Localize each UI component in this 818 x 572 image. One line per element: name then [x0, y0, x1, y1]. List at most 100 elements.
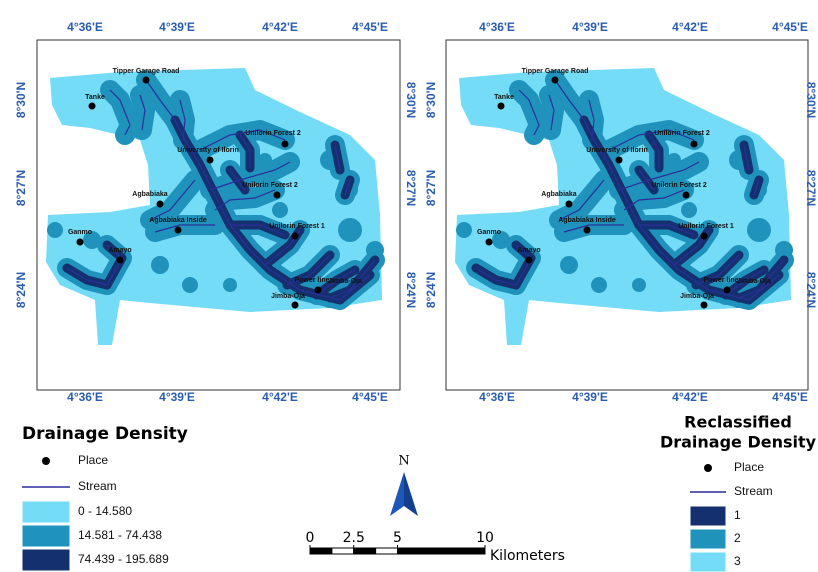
legend-label: 1 — [734, 508, 741, 522]
place-label: Tanke — [494, 94, 514, 101]
legend-swatch — [22, 549, 70, 571]
place-marker — [691, 141, 698, 148]
place-marker — [584, 227, 591, 234]
place-marker — [175, 227, 182, 234]
latitude-label: 8°27'N — [14, 170, 28, 206]
latitude-label: 8°27'N — [804, 170, 818, 206]
page: Tipper Garage Road Tanke Unilorin Forest 2… — [0, 0, 818, 572]
longitude-label: 4°36'E — [479, 20, 515, 34]
place-label: Tipper Garage Road — [522, 68, 589, 75]
legend-title: Drainage Density — [22, 424, 188, 444]
map: Tipper Garage Road Tanke Unilorin Forest 2… — [424, 20, 818, 404]
place-marker — [701, 302, 708, 309]
place-marker — [292, 302, 299, 309]
legend-label: 74.439 - 195.689 — [78, 552, 169, 566]
place-label: University of Ilorin — [586, 147, 647, 154]
place-marker — [315, 287, 322, 294]
place-marker — [157, 201, 164, 208]
place-label: Ganmo — [68, 229, 92, 236]
latitude-label: 8°24'N — [804, 272, 818, 308]
latitude-label: 8°30'N — [804, 82, 818, 118]
place-marker — [683, 192, 690, 199]
density-zone — [564, 225, 624, 232]
place-marker — [701, 233, 708, 240]
density-zone — [151, 256, 169, 274]
density-zone — [456, 222, 472, 238]
legend-swatch — [22, 525, 70, 547]
place-label: Tipper Garage Road — [113, 68, 180, 75]
place-marker — [498, 103, 505, 110]
place-label: Jimba-Oja — [737, 278, 771, 285]
place-label: Jimba-Oja — [328, 278, 362, 285]
legend-label: Stream — [78, 479, 117, 493]
legend-label: 2 — [734, 531, 741, 545]
legend-label: 0 - 14.580 — [78, 504, 132, 518]
place-marker — [117, 257, 124, 264]
density-zone — [747, 218, 771, 242]
density-zone — [223, 278, 237, 292]
place-label: Jimba-Oja — [680, 293, 714, 300]
place-label: Unilorin Forest 2 — [245, 130, 301, 137]
density-zone — [681, 202, 697, 218]
place-marker — [566, 201, 573, 208]
place-label: Jimba-Oja — [271, 293, 305, 300]
density-zone — [47, 222, 63, 238]
place-label: Power line — [294, 277, 329, 284]
scale-label: 10 — [476, 530, 494, 546]
latitude-label: 8°24'N — [404, 272, 418, 308]
latitude-label: 8°30'N — [424, 82, 438, 118]
longitude-label: 4°39'E — [159, 20, 195, 34]
scale-label: 0 — [306, 530, 315, 546]
longitude-label: 4°45'E — [772, 20, 808, 34]
longitude-label: 4°45'E — [352, 20, 388, 34]
place-marker — [552, 77, 559, 84]
density-zone — [632, 278, 646, 292]
place-label: Amayo — [517, 247, 540, 254]
place-label: Unilorin Forest 2 — [651, 182, 707, 189]
longitude-label: 4°42'E — [672, 390, 708, 404]
place-label: Power line — [703, 277, 738, 284]
place-marker — [282, 141, 289, 148]
latitude-label: 8°30'N — [404, 82, 418, 118]
place-label: Agbabiaka — [541, 191, 577, 198]
place-label: Agbabiaka Inside — [149, 217, 207, 224]
place-label: Ganmo — [477, 229, 501, 236]
scale-segment — [376, 548, 398, 554]
legend-swatch — [690, 506, 726, 526]
density-zone — [591, 277, 607, 293]
place-marker — [486, 239, 493, 246]
scale-unit: Kilometers — [490, 548, 565, 564]
north-label: N — [398, 454, 409, 469]
scale-segment — [354, 548, 376, 554]
scale-segment — [332, 548, 354, 554]
density-zone — [182, 277, 198, 293]
latitude-label: 8°30'N — [14, 82, 28, 118]
longitude-label: 4°39'E — [572, 20, 608, 34]
place-marker — [143, 77, 150, 84]
legend-swatch — [22, 501, 70, 523]
longitude-label: 4°39'E — [572, 390, 608, 404]
legend-title: Reclassified — [684, 413, 792, 432]
latitude-label: 8°24'N — [424, 272, 438, 308]
scale-segment — [398, 548, 486, 554]
place-label: Tanke — [85, 94, 105, 101]
scale-segment — [310, 548, 332, 554]
legend-label: Stream — [734, 484, 773, 498]
place-marker — [526, 257, 533, 264]
place-marker — [77, 239, 84, 246]
density-zone — [272, 202, 288, 218]
place-label: Amayo — [108, 247, 131, 254]
place-marker — [616, 157, 623, 164]
place-marker — [724, 287, 731, 294]
longitude-label: 4°36'E — [479, 390, 515, 404]
legend-place-symbol — [42, 457, 50, 465]
legend-swatch — [690, 552, 726, 572]
place-label: Agbabiaka Inside — [558, 217, 616, 224]
legend-swatch — [690, 529, 726, 549]
density-zone — [560, 256, 578, 274]
longitude-label: 4°42'E — [262, 390, 298, 404]
longitude-label: 4°42'E — [672, 20, 708, 34]
place-marker — [89, 103, 96, 110]
legend-label: 14.581 - 74.438 — [78, 528, 162, 542]
latitude-label: 8°24'N — [14, 272, 28, 308]
